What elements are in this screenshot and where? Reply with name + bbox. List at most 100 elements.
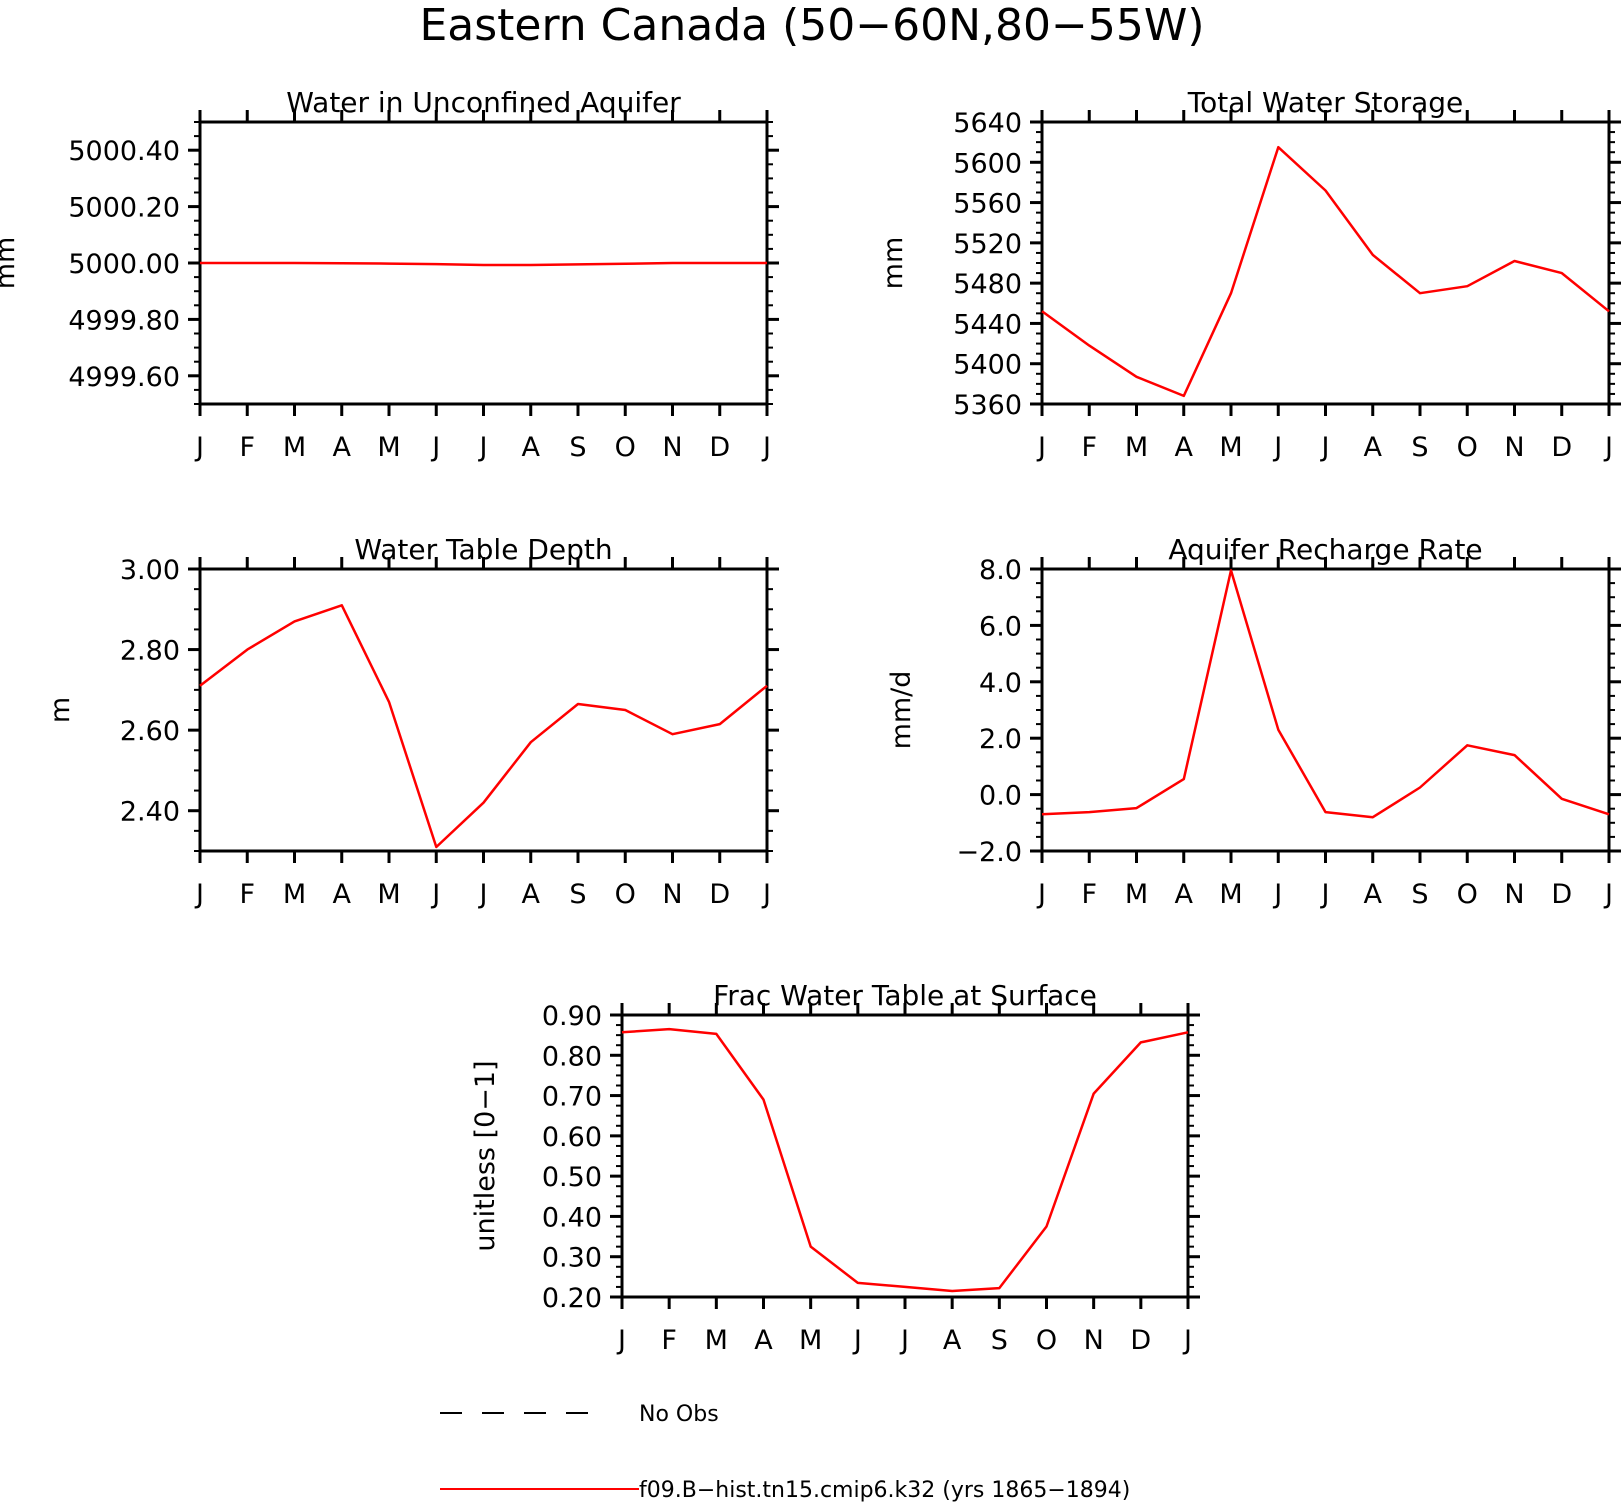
legend-item-obs: No Obs	[440, 1402, 719, 1427]
x-tick-label: D	[1551, 879, 1572, 910]
x-tick-label: D	[1130, 1325, 1151, 1356]
legend-item-model: f09.B−hist.tn15.cmip6.k32 (yrs 1865−1894…	[440, 1478, 1130, 1502]
x-tick-label: J	[1272, 432, 1282, 463]
plot-frame	[620, 1013, 1190, 1299]
x-tick-label: J	[761, 879, 771, 910]
x-tick-label: J	[852, 1325, 862, 1356]
y-tick-label: 5480	[953, 269, 1022, 300]
x-tick-label: S	[991, 1325, 1008, 1356]
x-tick-label: O	[615, 879, 636, 910]
y-tick-label: 4999.80	[68, 305, 180, 336]
x-tick-label: D	[709, 432, 730, 463]
y-tick-label: 0.30	[542, 1243, 602, 1274]
y-axis-label: mm	[878, 237, 909, 290]
y-tick-label: 2.80	[120, 636, 180, 667]
x-tick-label: F	[239, 879, 255, 910]
x-tick-label: N	[662, 432, 682, 463]
y-tick-label: 5000.40	[68, 136, 180, 167]
y-tick-label: 5000.20	[68, 193, 180, 224]
x-tick-label: O	[615, 432, 636, 463]
series-line	[200, 261, 767, 267]
plot-frame	[198, 567, 769, 853]
x-tick-label: A	[522, 432, 541, 463]
x-tick-label: J	[1320, 879, 1330, 910]
x-tick-label: N	[1084, 1325, 1104, 1356]
x-tick-label: J	[1603, 879, 1613, 910]
x-tick-label: O	[1036, 1325, 1057, 1356]
y-tick-label: 0.60	[542, 1122, 602, 1153]
x-tick-label: J	[1320, 432, 1330, 463]
x-tick-label: F	[239, 432, 255, 463]
y-tick-label: 6.0	[979, 611, 1022, 642]
y-tick-label: 4999.60	[68, 362, 180, 393]
series-line	[1041, 569, 1610, 819]
x-tick-label: N	[1504, 432, 1524, 463]
x-tick-label: J	[430, 432, 440, 463]
y-tick-label: 5600	[953, 148, 1022, 179]
y-axis-label: m	[45, 697, 76, 723]
x-tick-label: J	[616, 1325, 626, 1356]
x-tick-label: D	[1551, 432, 1572, 463]
x-tick-label: J	[1036, 879, 1046, 910]
x-tick-label: J	[899, 1325, 909, 1356]
x-tick-label: A	[754, 1325, 773, 1356]
x-tick-label: S	[569, 432, 586, 463]
x-tick-label: J	[1603, 432, 1613, 463]
x-tick-label: J	[1036, 432, 1046, 463]
x-tick-label: A	[1364, 432, 1383, 463]
y-tick-label: 5440	[953, 309, 1022, 340]
y-axis-label: unitless [0−1]	[470, 1060, 501, 1251]
series-line	[621, 1027, 1189, 1293]
x-tick-label: A	[1364, 879, 1383, 910]
series-line	[1041, 145, 1610, 398]
y-tick-label: 0.70	[542, 1082, 602, 1113]
y-tick-label: 2.60	[120, 716, 180, 747]
y-tick-label: 0.50	[542, 1162, 602, 1193]
x-tick-label: N	[662, 879, 682, 910]
x-tick-label: F	[661, 1325, 677, 1356]
x-tick-label: A	[333, 879, 352, 910]
y-tick-label: 5400	[953, 350, 1022, 381]
x-tick-label: A	[1175, 432, 1194, 463]
y-tick-label: 5520	[953, 229, 1022, 260]
y-tick-label: 0.80	[542, 1041, 602, 1072]
x-tick-label: J	[1272, 879, 1282, 910]
x-tick-label: D	[709, 879, 730, 910]
y-axis-label: mm	[0, 237, 21, 290]
y-tick-label: 4.0	[979, 668, 1022, 699]
x-tick-label: M	[1125, 432, 1148, 463]
x-tick-label: M	[283, 432, 306, 463]
x-tick-label: F	[1081, 432, 1097, 463]
x-tick-label: J	[194, 879, 204, 910]
legend: No Obs f09.B−hist.tn15.cmip6.k32 (yrs 18…	[440, 1402, 1130, 1502]
x-tick-label: J	[761, 432, 771, 463]
x-tick-label: F	[1081, 879, 1097, 910]
series-line	[199, 604, 768, 849]
y-tick-label: 0.0	[979, 781, 1022, 812]
x-tick-label: J	[478, 432, 488, 463]
y-tick-label: 0.90	[542, 1001, 602, 1032]
x-tick-label: M	[283, 879, 306, 910]
x-tick-label: M	[1125, 879, 1148, 910]
x-tick-label: N	[1504, 879, 1524, 910]
x-tick-label: A	[943, 1325, 962, 1356]
x-tick-label: O	[1457, 879, 1478, 910]
x-tick-label: S	[1411, 432, 1428, 463]
y-tick-label: 0.40	[542, 1202, 602, 1233]
x-tick-label: M	[705, 1325, 728, 1356]
y-tick-label: 2.0	[979, 724, 1022, 755]
y-tick-label: 5640	[953, 108, 1022, 139]
figure-title: Eastern Canada (50−60N,80−55W)	[419, 0, 1204, 51]
x-tick-label: A	[333, 432, 352, 463]
x-tick-label: J	[194, 432, 204, 463]
x-tick-label: M	[377, 879, 400, 910]
x-tick-label: J	[1182, 1325, 1192, 1356]
legend-obs-label: No Obs	[639, 1402, 719, 1427]
x-tick-label: A	[522, 879, 541, 910]
